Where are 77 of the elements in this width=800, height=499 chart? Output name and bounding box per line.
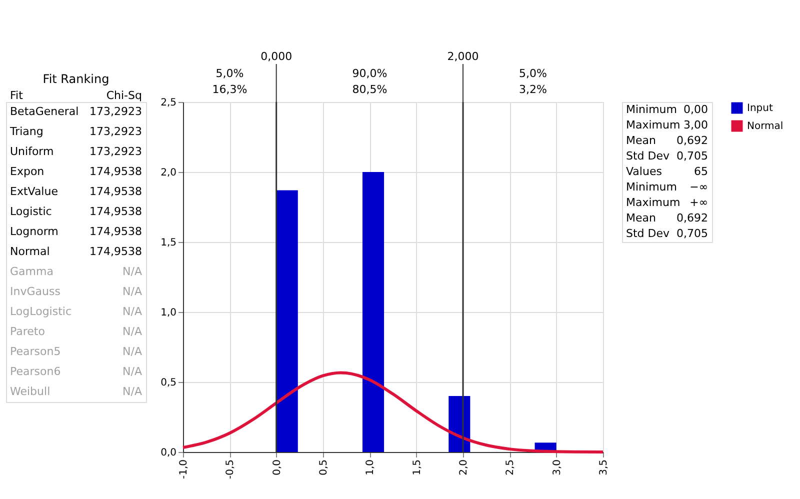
y-tick-label: 1,0 bbox=[160, 308, 176, 318]
category-label: BetaGeneral bbox=[10, 105, 79, 118]
text: Chi-Sq bbox=[106, 89, 142, 102]
legend-label: Normal bbox=[747, 121, 784, 132]
text: 0,705 bbox=[676, 227, 708, 240]
text: 16,3% bbox=[212, 83, 248, 96]
category-label: Std Dev bbox=[626, 227, 670, 240]
text: N/A bbox=[122, 345, 142, 358]
text: Fit Ranking bbox=[42, 72, 110, 86]
category-label: LogLogistic bbox=[10, 305, 72, 318]
text: 5,0% bbox=[519, 67, 547, 80]
text: 65 bbox=[694, 165, 708, 178]
category-label: Weibull bbox=[10, 385, 50, 398]
y-tick-label: 0,5 bbox=[160, 378, 176, 388]
text: Fit bbox=[10, 89, 24, 102]
x-tick-label: 2,5 bbox=[505, 460, 516, 476]
text: 80,5% bbox=[352, 83, 388, 96]
text: +∞ bbox=[690, 196, 708, 210]
category-label: Pearson6 bbox=[10, 365, 61, 378]
text: N/A bbox=[122, 285, 142, 298]
category-label: Uniform bbox=[10, 145, 54, 158]
y-tick-label: 1,5 bbox=[160, 238, 176, 248]
ref-line-label: 0,000 bbox=[260, 50, 292, 63]
text: 5,0% bbox=[216, 67, 244, 80]
x-tick-label: 0,0 bbox=[272, 460, 283, 476]
category-label: Maximum bbox=[626, 196, 680, 210]
text: 174,9538 bbox=[90, 225, 142, 238]
text: −∞ bbox=[690, 180, 708, 194]
legend-label: Input bbox=[747, 103, 773, 114]
category-label: Minimum bbox=[626, 102, 677, 116]
x-tick-label: 3,0 bbox=[552, 460, 563, 476]
x-tick-label: 1,5 bbox=[412, 460, 423, 476]
x-tick-label: -0,5 bbox=[225, 460, 236, 480]
text: 173,2923 bbox=[90, 145, 142, 158]
category-label: Maximum bbox=[626, 118, 680, 132]
text: 3,00 bbox=[684, 118, 708, 132]
y-tick-label: 0,0 bbox=[160, 448, 176, 458]
text: 0,00 bbox=[684, 102, 708, 116]
text: 174,9538 bbox=[90, 205, 142, 218]
y-tick-label: 2,5 bbox=[160, 98, 176, 108]
x-tick-label: 0,5 bbox=[318, 460, 330, 476]
x-tick-label: 1,0 bbox=[365, 460, 376, 476]
text: 90,0% bbox=[352, 67, 388, 80]
category-label: Normal bbox=[10, 245, 50, 258]
text: 174,9538 bbox=[90, 165, 142, 178]
x-tick-label: 3,5 bbox=[598, 460, 610, 476]
category-label: Logistic bbox=[10, 205, 52, 218]
text: N/A bbox=[122, 365, 142, 378]
category-label: InvGauss bbox=[10, 285, 61, 298]
category-label: Values bbox=[626, 165, 662, 178]
category-label: Mean bbox=[626, 134, 656, 147]
x-tick-label: 2,0 bbox=[458, 460, 470, 476]
text: N/A bbox=[122, 265, 142, 278]
category-label: Pearson5 bbox=[10, 345, 61, 358]
category-label: Mean bbox=[626, 212, 656, 225]
text: 174,9538 bbox=[90, 185, 142, 198]
category-label: Lognorm bbox=[10, 225, 58, 238]
category-label: Std Dev bbox=[626, 149, 670, 162]
text: 0,692 bbox=[676, 134, 708, 147]
text: 173,2923 bbox=[90, 125, 142, 138]
text: 174,9538 bbox=[90, 245, 142, 258]
text: N/A bbox=[122, 325, 142, 338]
category-label: Expon bbox=[10, 165, 44, 178]
text: 3,2% bbox=[519, 83, 547, 96]
text: 0,705 bbox=[676, 149, 708, 162]
category-label: Pareto bbox=[10, 325, 46, 338]
text: 173,2923 bbox=[90, 105, 142, 118]
category-label: Minimum bbox=[626, 180, 677, 194]
category-label: Triang bbox=[9, 125, 44, 138]
x-tick-label: -1,0 bbox=[178, 460, 190, 480]
text: N/A bbox=[122, 305, 142, 318]
text: N/A bbox=[122, 385, 142, 398]
ref-line-label: 2,000 bbox=[447, 50, 479, 63]
category-label: Gamma bbox=[10, 265, 54, 278]
text: 0,692 bbox=[676, 212, 708, 225]
y-tick-label: 2,0 bbox=[160, 168, 176, 178]
category-label: ExtValue bbox=[10, 185, 58, 198]
